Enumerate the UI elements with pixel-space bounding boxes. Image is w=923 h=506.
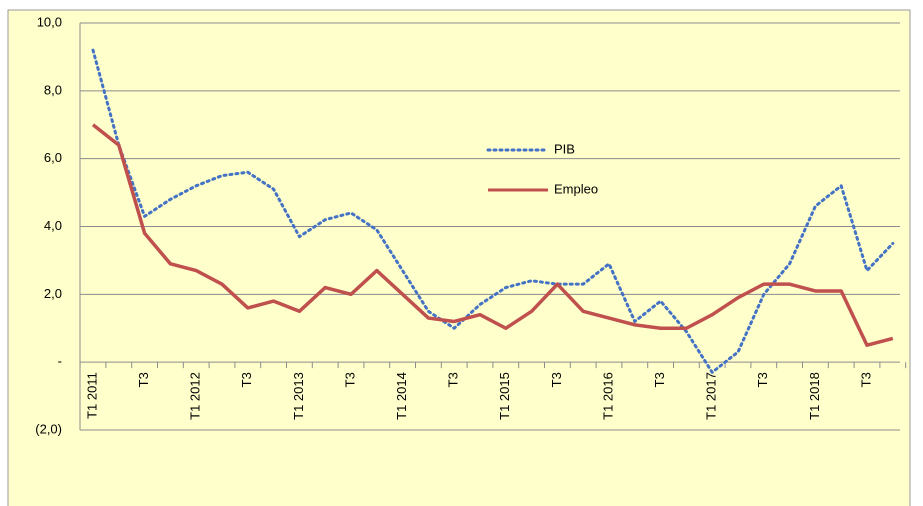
x-tick-label: T3 xyxy=(239,372,254,387)
y-tick-label: 8,0 xyxy=(44,82,62,97)
x-tick-label: T1 2015 xyxy=(497,372,512,420)
legend-label: Empleo xyxy=(554,181,598,196)
x-tick-label: T3 xyxy=(549,372,564,387)
y-tick-label: 10,0 xyxy=(37,14,62,29)
y-tick-label: - xyxy=(58,354,62,369)
x-tick-label: T3 xyxy=(652,372,667,387)
series-line xyxy=(91,123,894,347)
x-tick-label: T1 2014 xyxy=(394,372,409,420)
y-tick-label: 6,0 xyxy=(44,150,62,165)
y-tick-label: (2,0) xyxy=(35,421,62,436)
x-tick-label: T3 xyxy=(136,372,151,387)
chart-background xyxy=(7,9,911,506)
legend-label: PIB xyxy=(554,141,575,156)
x-tick-label: T1 2018 xyxy=(807,372,822,420)
x-tick-label: T1 2013 xyxy=(291,372,306,420)
series-line xyxy=(91,48,895,374)
y-tick-label: 2,0 xyxy=(44,286,62,301)
x-tick-label: T1 2017 xyxy=(704,372,719,420)
x-tick-label: T1 2011 xyxy=(84,372,99,419)
x-tick-label: T3 xyxy=(755,372,770,387)
x-tick-label: T1 2016 xyxy=(600,372,615,420)
x-tick-label: T3 xyxy=(446,372,461,387)
y-tick-label: 4,0 xyxy=(44,218,62,233)
x-tick-label: T3 xyxy=(342,372,357,387)
x-tick-label: T1 2012 xyxy=(188,372,203,420)
x-tick-label: T3 xyxy=(858,372,873,387)
